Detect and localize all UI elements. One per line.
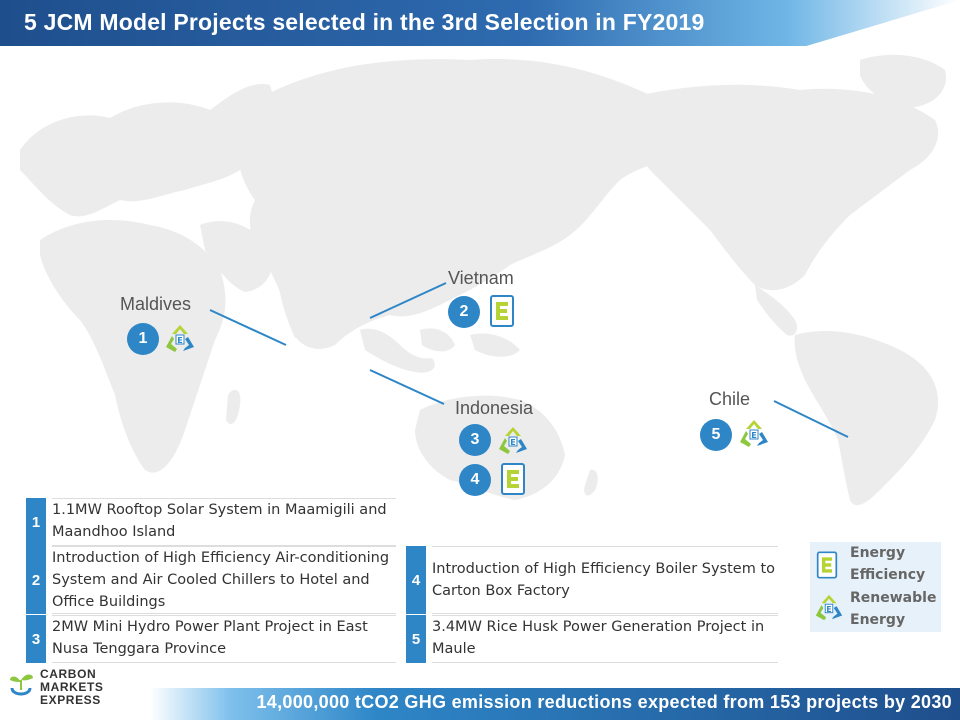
project-list-item: 3 2MW Mini Hydro Power Plant Project in … (26, 615, 396, 663)
project-number: 4 (406, 546, 426, 614)
project-list-item: 5 3.4MW Rice Husk Power Generation Proje… (406, 615, 778, 663)
project-description: 3.4MW Rice Husk Power Generation Project… (432, 615, 778, 663)
project-description: Introduction of High Efficiency Air-cond… (52, 546, 396, 614)
energy-efficiency-icon (490, 295, 514, 327)
renewable-energy-icon: E (740, 420, 768, 447)
energy-efficiency-icon (501, 463, 525, 495)
project-marker-1: 1 (127, 323, 159, 355)
project-number: 3 (26, 615, 46, 663)
country-label-maldives: Maldives (120, 294, 192, 314)
footer-text: 14,000,000 tCO2 GHG emission reductions … (256, 692, 952, 712)
country-label-chile: Chile (709, 389, 751, 409)
project-number: 2 (26, 546, 46, 614)
logo-line-1: CARBON (40, 667, 97, 681)
project-description: 1.1MW Rooftop Solar System in Maamigili … (52, 498, 396, 546)
project-number: 5 (406, 615, 426, 663)
project-description: Introduction of High Efficiency Boiler S… (432, 546, 778, 614)
legend: Energy Efficiency E Renewable Energy (810, 542, 941, 632)
country-label-indonesia: Indonesia (455, 398, 534, 418)
energy-efficiency-icon (816, 551, 838, 579)
footer-banner: 14,000,000 tCO2 GHG emission reductions … (150, 688, 960, 720)
project-marker-5: 5 (700, 419, 732, 451)
project-marker-3: 3 (459, 424, 491, 456)
carbon-markets-express-logo: CARBON MARKETS EXPRESS (6, 668, 126, 708)
project-list-item: 2 Introduction of High Efficiency Air-co… (26, 546, 396, 614)
legend-label-energy-efficiency: Energy Efficiency (850, 545, 926, 583)
project-number: 1 (26, 498, 46, 546)
project-marker-2: 2 (448, 296, 480, 328)
country-label-vietnam: Vietnam (448, 268, 514, 288)
svg-text:E: E (751, 431, 756, 440)
project-list-item: 4 Introduction of High Efficiency Boiler… (406, 546, 778, 614)
renewable-energy-icon: E (499, 427, 527, 454)
renewable-energy-icon: E (166, 325, 194, 352)
svg-text:E: E (826, 605, 831, 614)
leaf-logo-icon (10, 674, 33, 696)
svg-text:E: E (510, 438, 515, 447)
svg-text:E: E (177, 336, 182, 345)
logo-line-2: MARKETS (40, 680, 104, 694)
logo-line-3: EXPRESS (40, 693, 101, 707)
title-banner (0, 0, 960, 46)
legend-label-renewable-energy: Renewable Energy (850, 590, 937, 628)
project-description: 2MW Mini Hydro Power Plant Project in Ea… (52, 615, 396, 663)
renewable-energy-icon: E (815, 594, 843, 621)
logo-text: CARBON MARKETS EXPRESS (40, 668, 104, 707)
page-title: 5 JCM Model Projects selected in the 3rd… (24, 9, 705, 35)
project-marker-4: 4 (459, 464, 491, 496)
project-list-item: 1 1.1MW Rooftop Solar System in Maamigil… (26, 498, 396, 546)
